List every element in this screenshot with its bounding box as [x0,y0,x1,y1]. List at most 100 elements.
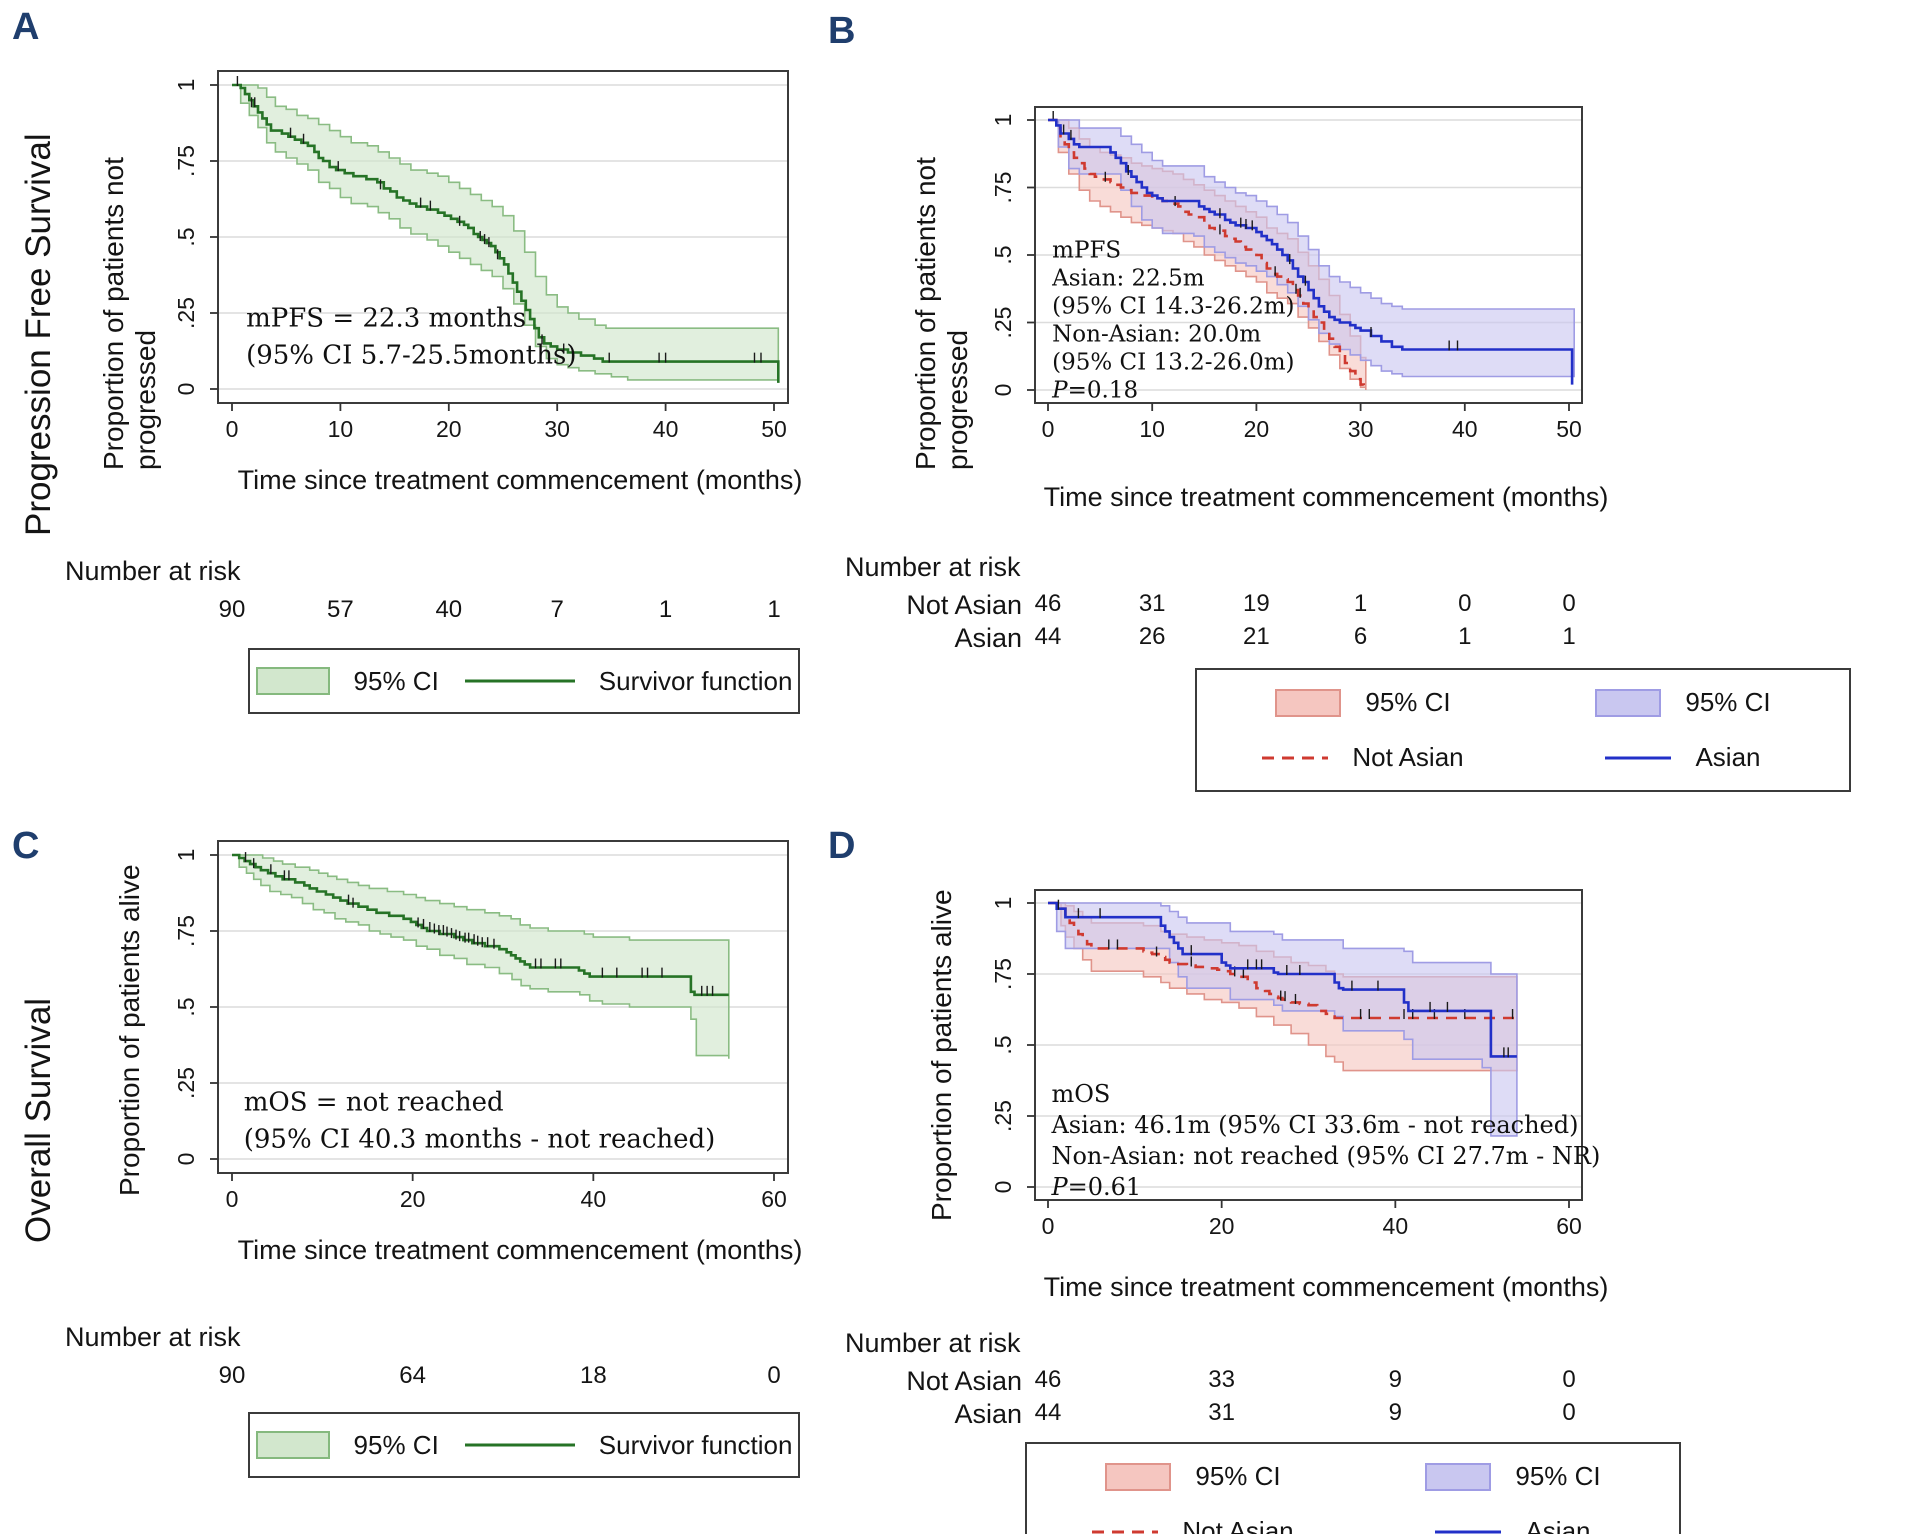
x-tick-label: 20 [1244,416,1270,442]
risk-value: 1 [1562,623,1576,650]
risk-value: 0 [1562,1366,1576,1393]
annotation-line: P=0.61 [1050,1173,1141,1201]
legend-item: 95% CI [255,666,439,697]
x-tick-label: 10 [328,416,354,442]
x-tick-label: 0 [1042,1213,1055,1239]
annotation-line: Asian: 46.1m (95% CI 33.6m - not reached… [1050,1111,1578,1139]
km-chart-a: 0 10 20 30 40 50 0 .25 .5 .75 1 mPFS = 22.3 months (… [173,70,789,442]
legend-label: Asian [1695,742,1761,772]
risk-table: 90 57 40 7 1 1 [160,596,800,632]
annotation-line: P=0.18 [1051,378,1138,404]
panel-c: C Overall Survival Proportion of patient… [0,780,820,1534]
row-title-pfs: Progression Free Survival [19,133,58,537]
legend-label: Survivor function [598,1429,793,1460]
risk-value: 64 [399,1362,427,1389]
y-axis-label: Proportion of patients not progressed [910,157,973,470]
risk-table-header: Number at risk [845,552,1021,582]
y-tick-label: .5 [173,997,199,1016]
annotation-line: Asian: 22.5m [1051,266,1205,292]
legend-label: 95% CI [353,1429,439,1460]
risk-value: 31 [1138,590,1166,617]
km-chart-d: 0 20 40 60 0 .25 .5 .75 1 mOS Asian: 46.1m (95% CI… [990,889,1600,1239]
risk-row: Asian 44 31 9 0 [954,1399,1600,1431]
y-tick-label: .25 [173,1067,199,1099]
y-tick-label: .25 [173,297,199,329]
legend: 95% CI Survivor function [248,1412,800,1478]
legend-label: Survivor function [598,665,793,696]
legend-item: 95% CI [1275,687,1451,718]
annotation-line: (95% CI 14.3-26.2m) [1052,294,1294,320]
ci-swatch-icon [1595,688,1662,717]
risk-value: 1 [1353,590,1368,617]
y-tick-label: 1 [173,79,199,92]
ci-swatch-icon [1275,688,1342,717]
legend: 95% CI 95% CI Not Asian Asian [1025,1442,1681,1534]
x-tick-label: 0 [226,1186,239,1212]
line-swatch-icon [1605,756,1672,759]
ci-band [1048,902,1518,1137]
x-tick-label: 20 [436,416,462,442]
x-tick-label: 60 [1556,1213,1582,1239]
ci-swatch-icon [255,667,330,695]
risk-value: 46 [1034,590,1062,617]
x-tick-label: 50 [1556,416,1582,442]
line-swatch-icon [1435,1530,1502,1533]
legend-item: 95% CI [1425,1461,1601,1492]
legend-label: 95% CI [1685,687,1771,717]
panel-d: D Proportion of patients alive 0 20 40 60 0.… [820,780,1930,1534]
risk-value: 26 [1138,623,1166,650]
annotation-line: mOS = not reached [244,1087,504,1117]
y-tick-label: .25 [990,307,1016,339]
annotation-line: Non-Asian: not reached (95% CI 27.7m - N… [1051,1142,1600,1170]
y-tick-label: .5 [990,245,1016,264]
risk-value: 19 [1243,590,1270,617]
risk-value: 44 [1034,1399,1062,1426]
panel-letter-c: C [12,825,40,867]
panel-letter-d: D [828,825,856,867]
x-axis-label: Time since treatment commencement (month… [237,465,803,495]
risk-value: 18 [579,1362,607,1389]
annotation-line: (95% CI 13.2-26.0m) [1052,350,1294,376]
x-axis-label: Time since treatment commencement (month… [237,1235,803,1265]
y-tick-label: 1 [990,114,1016,127]
x-tick-label: 20 [1209,1213,1235,1239]
legend-item: Asian [1605,742,1761,773]
legend-item: Not Asian [1262,742,1464,773]
risk-table-header: Number at risk [65,1322,241,1352]
y-tick-label: 1 [173,849,199,862]
panel-b: B Proportion of patients not progressed … [820,0,1930,792]
annotation-line: mPFS = 22.3 months [246,304,526,334]
x-tick-label: 10 [1139,416,1165,442]
annotation-line: mPFS [1052,238,1121,264]
km-curve [232,853,729,997]
km-curve [1048,901,1517,1020]
risk-row: 90 57 40 7 1 1 [160,596,800,628]
x-tick-label: 0 [1042,416,1055,442]
y-tick-label: .75 [173,915,199,947]
risk-value: 7 [550,596,564,623]
legend: 95% CI Survivor function [248,648,800,714]
risk-value: 1 [1458,623,1472,650]
risk-value: 57 [327,596,354,623]
legend-item: 95% CI [1595,687,1771,718]
km-chart-c: 0 20 40 60 0 .25 .5 .75 1 mOS = not reached (95% C… [173,840,789,1212]
risk-row-label: Asian [954,1399,1022,1429]
km-curve [1048,118,1365,390]
risk-value: 40 [435,596,463,623]
risk-row: Not Asian 46 31 19 1 0 0 [906,590,1600,622]
risk-table: Not Asian 46 31 19 1 0 0 Asian 44 26 21 6 1 1 [906,590,1600,660]
annotation-line: Non-Asian: 20.0m [1052,322,1261,348]
km-curve [1048,118,1574,385]
panel-a: A Progression Free Survival Proportion o… [0,0,820,780]
risk-value: 6 [1353,623,1368,650]
x-tick-label: 40 [581,1186,607,1212]
risk-value: 1 [767,596,781,623]
risk-row: Asian 44 26 21 6 1 1 [954,623,1600,655]
risk-value: 90 [218,596,246,623]
legend-item: Survivor function [464,665,793,697]
risk-row: Not Asian 46 33 9 0 [906,1366,1600,1398]
y-tick-label: 0 [990,1181,1016,1194]
legend: 95% CI 95% CI Not Asian Asian [1195,668,1851,792]
